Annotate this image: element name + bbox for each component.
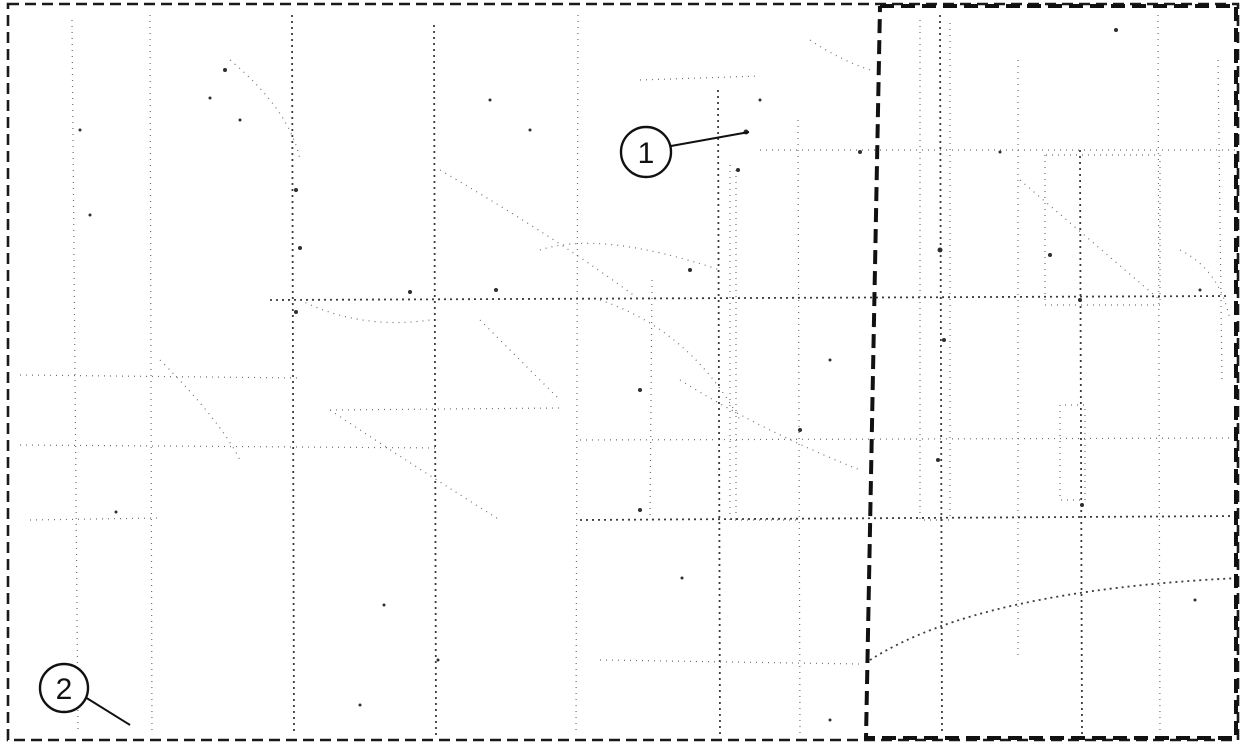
speck <box>358 703 362 707</box>
speck <box>758 98 762 102</box>
road-line <box>1019 179 1161 301</box>
road-line <box>1079 149 1083 736</box>
speck <box>858 150 862 154</box>
road-network <box>19 14 1241 736</box>
road-line <box>329 407 561 411</box>
callout-2: 2 <box>38 662 131 726</box>
road-line <box>599 659 861 665</box>
road-line <box>919 20 951 521</box>
speck <box>942 338 946 342</box>
road-line <box>869 577 1241 661</box>
speck <box>680 576 684 580</box>
road-line <box>291 14 295 736</box>
speck <box>382 603 386 607</box>
road-line <box>639 75 761 81</box>
road-line <box>479 319 561 401</box>
speck <box>736 168 740 172</box>
road-line <box>433 24 437 736</box>
speck <box>998 150 1002 154</box>
road-line <box>439 169 641 301</box>
speck <box>1048 253 1052 257</box>
road-line <box>1217 59 1223 381</box>
speck <box>294 310 298 314</box>
callout-1: 1 <box>619 125 750 179</box>
speck <box>298 246 302 250</box>
speck <box>1198 288 1202 292</box>
road-line <box>717 89 721 736</box>
road-line <box>797 119 801 736</box>
speck <box>488 98 492 102</box>
speck <box>408 290 412 294</box>
speck <box>78 128 82 132</box>
road-line <box>229 59 301 161</box>
road-line <box>729 165 800 521</box>
road-line <box>1044 154 1161 306</box>
road-line <box>149 14 153 736</box>
callout-2-label: 2 <box>56 673 73 706</box>
callout-1-circle <box>619 125 673 179</box>
speck <box>638 388 642 392</box>
road-line <box>539 242 721 271</box>
speck <box>238 118 242 122</box>
callout-2-leader <box>84 696 131 726</box>
road-line <box>299 299 431 324</box>
road-line <box>679 379 861 471</box>
speck <box>828 718 832 722</box>
speck <box>294 188 298 192</box>
road-line <box>649 279 653 521</box>
road-line <box>1179 249 1231 321</box>
road-line <box>19 444 441 449</box>
road-line <box>809 39 871 71</box>
speck <box>528 128 532 132</box>
road-line <box>29 517 161 521</box>
speck <box>828 358 832 362</box>
speck <box>114 510 118 514</box>
callout-1-leader <box>670 131 750 147</box>
speck <box>1193 598 1197 602</box>
speck <box>638 508 642 512</box>
callout-1-label: 1 <box>638 137 655 170</box>
speck <box>937 247 943 253</box>
road-line <box>579 437 1241 441</box>
speck <box>436 658 440 662</box>
road-line <box>19 374 301 379</box>
speck <box>494 288 498 292</box>
road-line <box>1059 404 1086 501</box>
speck <box>798 428 802 432</box>
road-line <box>159 359 241 461</box>
speck <box>1078 298 1082 302</box>
speck <box>688 268 692 272</box>
speck <box>1080 503 1084 507</box>
road-line <box>575 14 579 736</box>
speck <box>1114 28 1118 32</box>
map-specks <box>78 28 1202 722</box>
road-line <box>1157 14 1161 736</box>
road-line <box>939 14 943 736</box>
speck <box>936 458 940 462</box>
road-line <box>269 295 1231 301</box>
speck <box>88 213 92 217</box>
callout-2-circle <box>38 662 90 714</box>
road-line <box>579 515 1241 521</box>
inner-area-boundary <box>863 4 1238 740</box>
speck <box>223 68 227 72</box>
road-line <box>329 409 501 521</box>
speck <box>208 96 212 100</box>
outer-area-boundary <box>6 2 1240 742</box>
